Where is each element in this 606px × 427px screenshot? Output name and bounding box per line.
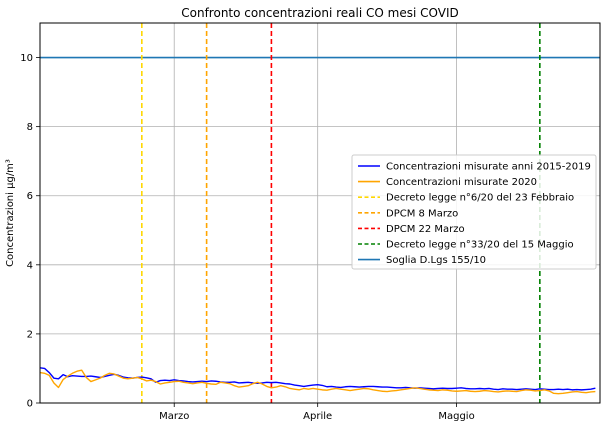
x-tick-label: Aprile [303, 411, 332, 422]
y-tick-label: 2 [27, 329, 33, 340]
y-axis-ticks: 0 2 4 6 8 10 [20, 53, 40, 410]
legend-box [351, 154, 597, 270]
x-tick-label: Maggio [438, 411, 474, 422]
y-tick-label: 10 [20, 53, 33, 64]
event-lines [141, 23, 541, 403]
x-axis-ticks: Marzo Aprile Maggio [159, 403, 475, 422]
series-line [39, 369, 596, 395]
legend-label: DPCM 22 Marzo [386, 224, 465, 235]
legend-label: Soglia D.Lgs 155/10 [386, 255, 486, 266]
legend-label: Decreto legge n°33/20 del 15 Maggio [386, 240, 574, 251]
legend: Concentrazioni misurate anni 2015-2019 Co… [351, 154, 597, 270]
x-tick-label: Marzo [159, 411, 189, 422]
y-axis-label: Concentrazioni µg/m³ [5, 159, 16, 267]
chart-title: Confronto concentrazioni reali CO mesi C… [181, 6, 458, 20]
y-tick-label: 6 [27, 191, 33, 202]
y-tick-label: 8 [27, 122, 33, 133]
legend-label: DPCM 8 Marzo [386, 208, 458, 219]
y-tick-label: 0 [27, 399, 33, 410]
y-tick-label: 4 [27, 260, 33, 271]
legend-label: Decreto legge n°6/20 del 23 Febbraio [386, 193, 574, 204]
legend-label: Concentrazioni misurate 2020 [386, 177, 537, 188]
plot-area-frame [39, 22, 601, 404]
legend-label: Concentrazioni misurate anni 2015-2019 [386, 162, 591, 173]
data-series [39, 367, 596, 395]
